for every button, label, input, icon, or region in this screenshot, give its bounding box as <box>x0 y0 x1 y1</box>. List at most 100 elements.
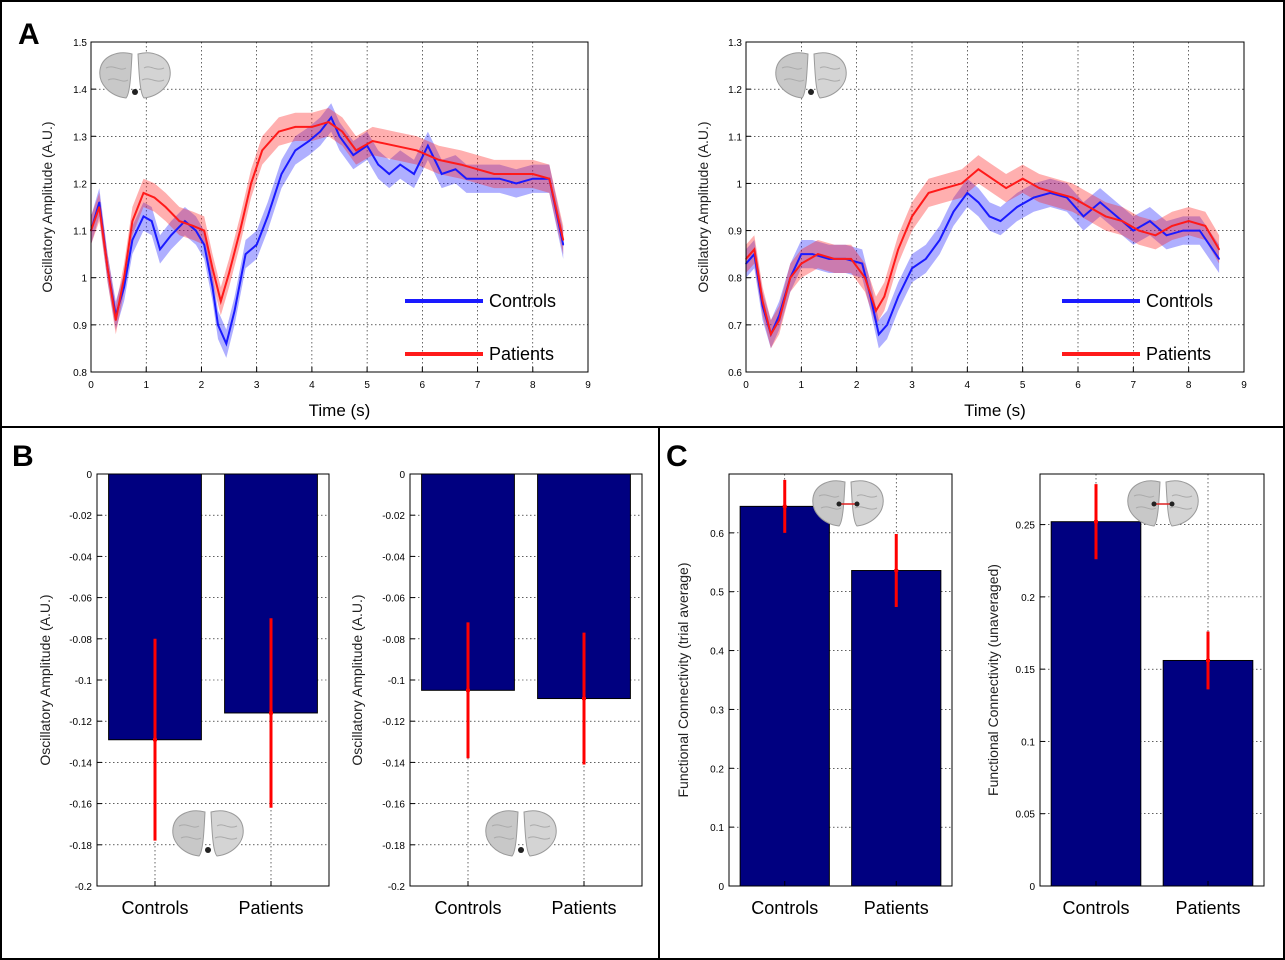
data-point-patients <box>850 258 852 260</box>
data-point-controls <box>413 173 415 175</box>
data-point-controls <box>280 173 283 175</box>
data-point-controls <box>225 342 228 345</box>
brain-sulci <box>178 824 238 840</box>
brain-node-left <box>836 501 842 507</box>
brain-inset-icon <box>812 480 884 527</box>
y-tick-label: -0.18 <box>382 841 405 852</box>
y-tick-label: 1.1 <box>73 227 87 238</box>
y-tick-label: -0.14 <box>382 758 405 769</box>
data-point-patients <box>1204 225 1207 227</box>
x-tick-label: 9 <box>1241 380 1247 391</box>
brain-source-marker <box>205 847 211 853</box>
data-point-controls <box>195 229 197 232</box>
axes-frame <box>90 41 589 373</box>
brain-left-hemisphere <box>812 480 846 527</box>
y-tick-label: 0.8 <box>73 368 87 379</box>
x-tick-label: 1 <box>799 380 805 391</box>
data-point-patients <box>509 173 512 175</box>
series-controls <box>745 191 1220 338</box>
data-point-patients <box>789 276 792 279</box>
data-point-controls <box>465 177 468 180</box>
y-tick-label: -0.08 <box>382 635 405 646</box>
axes-frame <box>1039 473 1265 887</box>
data-point-controls <box>123 286 125 288</box>
y-tick-label: 0.3 <box>710 705 724 716</box>
panel-c-frame <box>658 426 1285 960</box>
data-point-patients <box>115 319 117 321</box>
category-label-patients: Patients <box>864 898 929 918</box>
data-point-patients <box>493 173 495 175</box>
data-point-controls <box>1016 206 1018 208</box>
y-tick-label: 0.7 <box>728 321 742 332</box>
data-point-controls <box>966 192 969 194</box>
axes-frame <box>409 473 643 887</box>
y-tick-label: 0.1 <box>1021 737 1035 748</box>
y-tick-label: -0.06 <box>69 594 92 605</box>
data-point-controls <box>925 258 927 260</box>
data-point-patients <box>1055 192 1057 194</box>
y-tick-label: 0.9 <box>728 227 742 238</box>
data-point-patients <box>800 262 803 265</box>
data-point-patients <box>1005 187 1007 189</box>
data-point-patients <box>961 182 963 185</box>
data-point-patients <box>211 267 214 270</box>
data-point-controls <box>911 267 913 270</box>
plot-area <box>746 42 1244 372</box>
data-point-controls <box>952 210 955 213</box>
y-tick-label: 1.4 <box>73 85 87 96</box>
y-axis-label: Oscillatory Amplitude (A.U.) <box>37 594 53 765</box>
data-point-controls <box>977 201 980 204</box>
y-tick-label: -0.16 <box>382 800 405 811</box>
data-point-patients <box>153 196 156 199</box>
data-point-patients <box>864 276 866 279</box>
data-point-patients <box>1171 225 1173 227</box>
y-tick-label: 0.6 <box>728 368 742 379</box>
legend-label-patients: Patients <box>489 344 554 364</box>
data-point-controls <box>999 220 1002 222</box>
data-point-patients <box>991 177 993 180</box>
data-point-controls <box>1132 229 1135 232</box>
data-point-patients <box>327 121 330 123</box>
data-point-patients <box>753 248 756 251</box>
data-point-controls <box>330 116 333 119</box>
bar-patients <box>1162 659 1254 887</box>
data-point-controls <box>878 333 880 336</box>
data-point-patients <box>203 229 205 232</box>
x-tick-label: 0 <box>88 380 94 391</box>
data-point-patients <box>1121 220 1124 222</box>
data-point-controls <box>1182 229 1184 232</box>
y-tick-label: -0.18 <box>69 841 92 852</box>
x-axis-label: Time (s) <box>964 401 1026 420</box>
y-tick-label: -0.06 <box>382 594 405 605</box>
data-point-patients <box>393 144 396 147</box>
data-point-patients <box>1218 248 1220 251</box>
brain-inset-icon <box>775 52 847 99</box>
brain-source-marker <box>132 89 138 95</box>
data-point-patients <box>142 192 145 194</box>
data-point-controls <box>1165 234 1168 237</box>
data-point-controls <box>142 215 145 218</box>
data-point-controls <box>255 243 258 246</box>
plot-area <box>91 42 588 372</box>
data-point-controls <box>1049 192 1052 194</box>
x-tick-label: 6 <box>1075 380 1081 391</box>
data-point-patients <box>911 215 913 218</box>
brain-right-hemisphere <box>210 810 244 857</box>
brain-source-marker <box>518 847 524 853</box>
bar-controls <box>1050 521 1142 887</box>
data-point-patients <box>875 309 877 312</box>
data-point-patients <box>106 267 109 270</box>
brain-source-marker <box>808 89 814 95</box>
y-tick-label: 0.4 <box>710 647 724 658</box>
brain-sulci <box>781 66 841 82</box>
bar-controls <box>739 505 830 887</box>
data-point-controls <box>217 324 219 326</box>
brain-inset-icon <box>99 52 171 99</box>
data-point-controls <box>988 215 991 218</box>
data-point-controls <box>1115 215 1118 218</box>
y-tick-label: 1.2 <box>728 85 742 96</box>
y-tick-label: 1.1 <box>728 132 742 143</box>
data-point-controls <box>377 163 380 166</box>
y-tick-label: 1 <box>736 179 742 190</box>
x-tick-label: 8 <box>1186 380 1192 391</box>
